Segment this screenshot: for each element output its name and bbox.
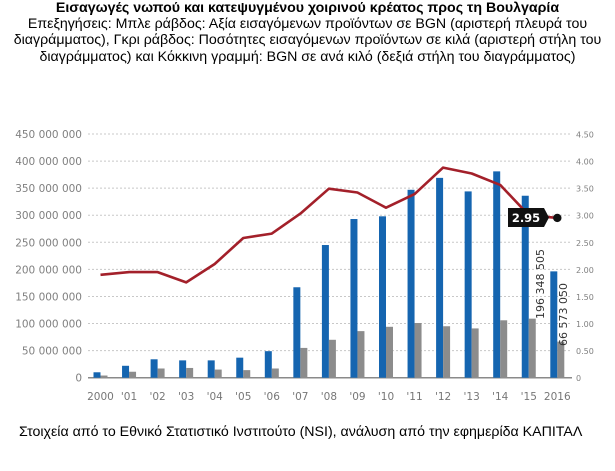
bar-value-bgn (93, 372, 101, 378)
left-axis-tick: 250 000 000 (15, 237, 82, 249)
bar-value-bgn (521, 195, 529, 378)
right-axis-tick: 4.00 (576, 158, 594, 167)
left-axis-tick: 0 (75, 373, 82, 385)
x-axis-tick: '07 (292, 391, 308, 403)
bar-quantity-kg (214, 369, 222, 378)
blue-bar-2016-value: 196 348 505 (534, 249, 547, 319)
bar-quantity-kg (328, 339, 336, 378)
left-axis-tick: 350 000 000 (15, 183, 82, 195)
bar-quantity-kg (271, 368, 279, 378)
left-axis-tick: 100 000 000 (15, 319, 82, 331)
bar-value-bgn (464, 191, 472, 378)
bar-value-bgn (350, 219, 358, 378)
right-axis-tick: 2.50 (576, 239, 594, 248)
right-axis-tick: 4.50 (576, 131, 594, 140)
bar-value-bgn (321, 245, 329, 378)
bar-value-bgn (179, 360, 187, 378)
x-axis-tick: '15 (521, 391, 537, 403)
x-axis-tick: '09 (349, 391, 365, 403)
x-axis-tick: '08 (321, 391, 337, 403)
x-axis-tick: '11 (406, 391, 422, 403)
chart-title: Εισαγωγές νωπού και κατεψυγμένου χοιρινο… (55, 0, 560, 16)
bar-quantity-kg (357, 331, 365, 378)
source-note: Στοιχεία από το Εθνικό Στατιστικό Ινστιτ… (19, 424, 583, 440)
bar-value-bgn (379, 216, 386, 378)
left-axis-tick: 200 000 000 (15, 264, 82, 276)
x-axis-tick: '13 (464, 391, 480, 403)
right-axis-tick: 1.00 (576, 320, 594, 329)
bar-quantity-kg (471, 328, 479, 378)
chart-explanation: Επεξηγήσεις: Μπλε ράβδος: Αξία εισαγόμεν… (13, 16, 602, 65)
x-axis-tick: '01 (121, 391, 137, 403)
bar-value-bgn (122, 365, 130, 378)
right-axis-tick: 0.50 (576, 347, 594, 356)
bar-value-bgn (493, 171, 501, 378)
right-axis-tick: 2.00 (576, 266, 594, 275)
left-axis-tick: 300 000 000 (15, 210, 82, 222)
x-axis-tick: '03 (178, 391, 194, 403)
bar-quantity-kg (557, 341, 565, 378)
x-axis-tick: '04 (207, 391, 224, 403)
end-point-marker (553, 213, 562, 223)
value-callout (508, 207, 549, 227)
x-axis-tick: '10 (378, 391, 394, 403)
bar-value-bgn (436, 177, 444, 378)
price-per-kg-line (100, 166, 558, 284)
bar-value-bgn (264, 351, 272, 378)
x-axis-tick: '06 (264, 391, 281, 403)
right-axis-tick: 3.50 (576, 185, 594, 194)
bar-quantity-kg (243, 370, 251, 378)
bar-quantity-kg (157, 368, 165, 378)
x-axis-tick: '12 (435, 391, 451, 403)
bar-quantity-kg (443, 326, 451, 378)
x-axis-tick: 2016 (544, 391, 571, 403)
bar-value-bgn (407, 189, 415, 378)
right-axis-tick: 0 (576, 374, 581, 383)
x-axis-tick: '14 (492, 391, 509, 403)
bar-value-bgn (236, 357, 244, 378)
bar-quantity-kg (100, 375, 108, 378)
bar-quantity-kg (300, 347, 308, 378)
bar-value-bgn (207, 360, 215, 378)
bar-quantity-kg (386, 326, 393, 378)
bar-quantity-kg (129, 371, 137, 378)
bar-value-bgn (550, 271, 558, 378)
bar-value-bgn (150, 359, 158, 378)
bar-value-bgn (293, 287, 301, 378)
bar-quantity-kg (186, 367, 194, 378)
x-axis-tick: '02 (149, 391, 165, 403)
right-axis-tick: 3.00 (576, 212, 594, 221)
left-axis-tick: 50 000 000 (22, 346, 82, 358)
gray-bar-2016-value: 66 573 050 (557, 283, 570, 346)
left-axis-tick: 400 000 000 (15, 156, 82, 168)
chart-header: Εισαγωγές νωπού και κατεψυγμένου χοιρινο… (0, 0, 615, 65)
bar-quantity-kg (500, 320, 508, 378)
left-axis-tick: 450 000 000 (15, 129, 82, 141)
left-axis-tick: 150 000 000 (15, 291, 82, 303)
value-callout-label: 2.95 (512, 211, 540, 225)
x-axis-tick: '05 (235, 391, 251, 403)
right-axis-tick: 1.50 (576, 293, 594, 302)
combo-chart: 0 0 50 000 000 0.50 100 000 000 1.00 150 000 0… (15, 129, 594, 403)
chart-area: 0 0 50 000 000 0.50 100 000 000 1.00 150 000 0… (0, 118, 615, 403)
x-axis-tick: 2000 (87, 391, 114, 403)
bar-quantity-kg (414, 323, 422, 378)
bar-quantity-kg (528, 318, 536, 378)
